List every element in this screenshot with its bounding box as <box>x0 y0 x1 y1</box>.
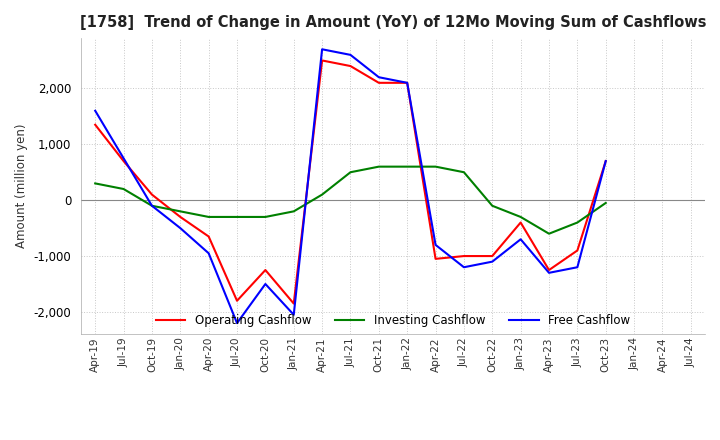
Legend: Operating Cashflow, Investing Cashflow, Free Cashflow: Operating Cashflow, Investing Cashflow, … <box>151 309 635 331</box>
Operating Cashflow <box>261 268 270 273</box>
Free Cashflow <box>261 281 270 286</box>
Operating Cashflow <box>91 122 99 127</box>
Investing Cashflow <box>573 220 582 225</box>
Free Cashflow <box>346 52 355 58</box>
Investing Cashflow <box>261 214 270 220</box>
Investing Cashflow <box>233 214 241 220</box>
Free Cashflow <box>459 264 468 270</box>
Operating Cashflow <box>318 58 326 63</box>
Investing Cashflow <box>318 192 326 197</box>
Free Cashflow <box>374 75 383 80</box>
Investing Cashflow <box>545 231 554 236</box>
Investing Cashflow <box>403 164 412 169</box>
Operating Cashflow <box>403 80 412 85</box>
Operating Cashflow <box>120 158 128 164</box>
Operating Cashflow <box>289 301 298 306</box>
Free Cashflow <box>289 312 298 317</box>
Free Cashflow <box>120 156 128 161</box>
Free Cashflow <box>573 264 582 270</box>
Free Cashflow <box>176 225 184 231</box>
Operating Cashflow <box>459 253 468 259</box>
Operating Cashflow <box>488 253 497 259</box>
Operating Cashflow <box>374 80 383 85</box>
Operating Cashflow <box>601 158 610 164</box>
Operating Cashflow <box>431 256 440 261</box>
Investing Cashflow <box>91 181 99 186</box>
Free Cashflow <box>233 320 241 326</box>
Investing Cashflow <box>176 209 184 214</box>
Operating Cashflow <box>148 192 156 197</box>
Investing Cashflow <box>516 214 525 220</box>
Investing Cashflow <box>120 187 128 192</box>
Investing Cashflow <box>601 200 610 205</box>
Free Cashflow <box>431 242 440 248</box>
Operating Cashflow <box>346 63 355 69</box>
Free Cashflow <box>545 270 554 275</box>
Investing Cashflow <box>374 164 383 169</box>
Free Cashflow <box>148 203 156 209</box>
Investing Cashflow <box>431 164 440 169</box>
Investing Cashflow <box>204 214 213 220</box>
Investing Cashflow <box>346 169 355 175</box>
Operating Cashflow <box>573 248 582 253</box>
Operating Cashflow <box>204 234 213 239</box>
Title: [1758]  Trend of Change in Amount (YoY) of 12Mo Moving Sum of Cashflows: [1758] Trend of Change in Amount (YoY) o… <box>80 15 706 30</box>
Line: Investing Cashflow: Investing Cashflow <box>95 167 606 234</box>
Free Cashflow <box>204 251 213 256</box>
Free Cashflow <box>488 259 497 264</box>
Free Cashflow <box>91 108 99 114</box>
Investing Cashflow <box>148 203 156 209</box>
Line: Free Cashflow: Free Cashflow <box>95 49 606 323</box>
Operating Cashflow <box>516 220 525 225</box>
Operating Cashflow <box>233 298 241 304</box>
Free Cashflow <box>601 158 610 164</box>
Line: Operating Cashflow: Operating Cashflow <box>95 60 606 304</box>
Investing Cashflow <box>289 209 298 214</box>
Free Cashflow <box>516 237 525 242</box>
Investing Cashflow <box>459 169 468 175</box>
Free Cashflow <box>403 80 412 85</box>
Free Cashflow <box>318 47 326 52</box>
Investing Cashflow <box>488 203 497 209</box>
Operating Cashflow <box>176 214 184 220</box>
Y-axis label: Amount (million yen): Amount (million yen) <box>15 124 28 249</box>
Operating Cashflow <box>545 268 554 273</box>
